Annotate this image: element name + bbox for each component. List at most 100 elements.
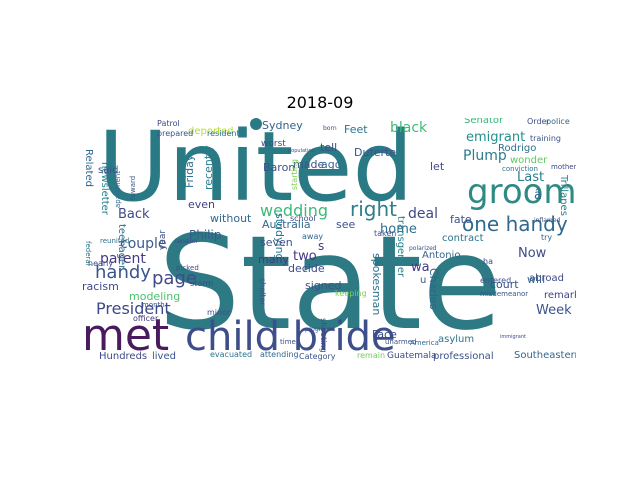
cloud-word: recently (202, 145, 215, 190)
cloud-word: Related (83, 149, 94, 187)
cloud-word: Australia (262, 218, 311, 231)
cloud-word: wa (411, 260, 430, 275)
cloud-word: Antonio (422, 250, 460, 261)
cloud-word: program (305, 326, 331, 333)
cloud-word: worst (261, 139, 286, 149)
cloud-word: misdemeanor (480, 290, 528, 298)
cloud-word: try (541, 233, 552, 242)
cloud-word: shelter (258, 278, 267, 306)
cloud-word: remark (544, 290, 576, 301)
cloud-word: seven (260, 236, 293, 249)
cloud-word: picked (176, 264, 199, 272)
cloud-word: month (142, 301, 165, 309)
cloud-word: time (280, 338, 296, 346)
cloud-word: deal (408, 206, 438, 222)
cloud-word: teenager (116, 224, 127, 270)
cloud-word: Duterte (354, 146, 396, 159)
cloud-word: page (152, 268, 197, 289)
cloud-word: taken (374, 229, 396, 238)
cloud-word: decide (288, 262, 325, 275)
cloud-word: apartment (114, 171, 122, 208)
cloud-word: Back (118, 207, 150, 222)
cloud-word: u (420, 275, 426, 286)
cloud-word: groom (467, 172, 576, 212)
cloud-word: training (530, 134, 561, 143)
cloud-word: State (158, 207, 502, 359)
cloud-word: court (490, 278, 519, 291)
cloud-word: shooting (319, 318, 328, 353)
cloud-word: wonder (510, 155, 548, 166)
cloud-word: police (546, 118, 570, 126)
cloud-word: Charles (427, 268, 440, 310)
cloud-word: officer (133, 314, 159, 323)
cloud-word: born (323, 125, 337, 132)
cloud-word: contract (442, 233, 484, 244)
cloud-word: Baron (263, 161, 295, 174)
cloud-word: wedding (260, 201, 328, 220)
cloud-word: emigrant (466, 130, 525, 145)
cloud-word: child bride (185, 314, 396, 360)
cloud-word: deported (188, 126, 234, 137)
cloud-word: Last (517, 170, 544, 185)
cloud-word: polarized (409, 245, 437, 252)
cloud-word: President (96, 299, 171, 318)
cloud-word: even (188, 198, 215, 211)
cloud-word: Week (536, 303, 572, 318)
cloud-word: right (350, 197, 397, 221)
cloud-word: home (380, 222, 417, 237)
cloud-word: attending (260, 350, 299, 359)
cloud-word: resident (207, 129, 240, 138)
cloud-word: Trillanes (558, 174, 569, 216)
cloud-word: away (302, 232, 323, 241)
cloud-word: tell (320, 141, 337, 154)
cloud-word: starting (290, 159, 299, 190)
word-dot (250, 118, 262, 130)
cloud-word: studying (273, 213, 286, 261)
cloud-word: inflamed (534, 217, 560, 224)
cloud-word: Plump (463, 148, 507, 164)
cloud-word: federal (84, 241, 92, 266)
cloud-word: will (527, 273, 545, 286)
cloud-word: Southeastern (514, 350, 576, 361)
cloud-word: ago (321, 158, 342, 171)
cloud-word: black (390, 120, 428, 136)
cloud-word: Face (372, 328, 397, 341)
cloud-word: toward (129, 176, 137, 200)
cloud-word: evacuated (210, 350, 252, 359)
cloud-word: said (98, 165, 118, 176)
cloud-word: couple (120, 236, 167, 252)
cloud-word: handy (95, 262, 151, 283)
cloud-word: mother (551, 163, 576, 171)
cloud-word: Guatemala (387, 351, 437, 361)
cloud-word: storm (190, 279, 213, 288)
cloud-word: immigrant (500, 334, 526, 340)
cloud-word: racism (82, 280, 119, 293)
cloud-word: Order (527, 118, 550, 126)
cloud-word: keeping (335, 289, 367, 298)
cloud-word: see (336, 218, 355, 231)
cloud-word: year (158, 230, 168, 250)
chart-title: 2018-09 (286, 93, 354, 112)
cloud-word: lived (152, 351, 176, 362)
cloud-word: signed (305, 279, 342, 292)
cloud-word: Senator (464, 118, 504, 126)
cloud-word: parent (100, 251, 146, 267)
cloud-word: met (82, 310, 169, 361)
cloud-word: Philip (189, 228, 221, 242)
cloud-word: professional (433, 351, 494, 362)
cloud-word: Feet (344, 123, 368, 136)
cloud-word: made (293, 158, 324, 171)
cloud-word: without (210, 212, 252, 225)
cloud-word: nearly (88, 259, 113, 268)
cloud-word: transgender (395, 216, 406, 278)
cloud-word: newsletter (99, 162, 110, 216)
cloud-word: Hundreds (99, 351, 147, 362)
cloud-word: minor (207, 308, 231, 317)
cloud-word: population (288, 148, 315, 154)
cloud-word: remain (357, 351, 385, 360)
cloud-word: conviction (502, 165, 538, 173)
cloud-word: Now (518, 246, 547, 261)
cloud-word: unarmed (385, 338, 417, 346)
cloud-word: reunited (100, 237, 129, 245)
